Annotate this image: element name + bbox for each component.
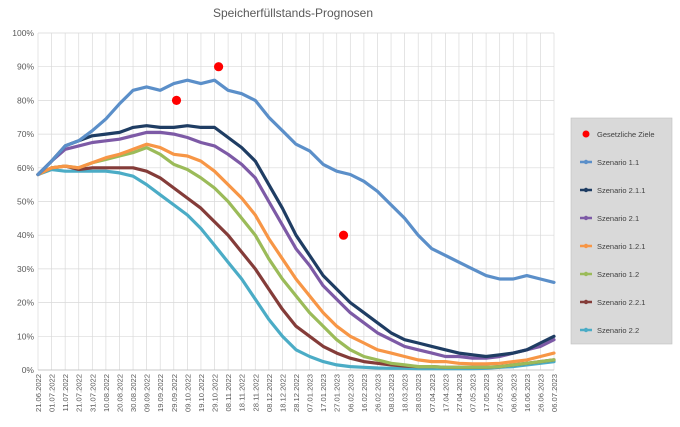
x-tick-label: 19.10.2022 <box>197 374 206 412</box>
legend-marker <box>583 187 589 193</box>
x-tick-label: 09.10.2022 <box>183 374 192 412</box>
x-tick-label: 10.08.2022 <box>102 374 111 412</box>
series-line <box>36 78 556 284</box>
x-tick-label: 20.08.2022 <box>115 374 124 412</box>
x-tick-label: 11.07.2022 <box>61 374 70 411</box>
y-tick-label: 80% <box>17 95 34 105</box>
x-tick-label: 28.11.2022 <box>251 374 260 411</box>
legend-label: Szenario 2.2 <box>597 326 639 335</box>
x-tick-label: 27.05.2023 <box>496 374 505 412</box>
x-tick-label: 06.02.2023 <box>346 374 355 412</box>
x-tick-label: 07.01.2023 <box>306 374 315 412</box>
x-tick-label: 21.06.2022 <box>34 374 43 412</box>
series-lines <box>36 78 556 371</box>
y-tick-label: 0% <box>22 365 35 375</box>
legend-marker <box>583 215 589 221</box>
legend-label: Szenario 1.2 <box>597 270 639 279</box>
legend-marker <box>583 159 589 165</box>
series-line <box>36 142 556 366</box>
x-tick-label: 08.03.2023 <box>387 374 396 412</box>
x-tick-label: 08.12.2022 <box>265 374 274 412</box>
legend-label: Szenario 2.2.1 <box>597 298 645 307</box>
x-tick-label: 07.04.2023 <box>428 374 437 412</box>
x-tick-label: 30.08.2022 <box>129 374 138 412</box>
x-tick-label: 17.01.2023 <box>319 374 328 412</box>
x-tick-label: 26.06.2023 <box>536 374 545 412</box>
legend: Gesetzliche Ziele Szenario 1.1 Szenario 2.… <box>570 117 673 345</box>
legend-marker <box>582 130 590 138</box>
series-line <box>36 124 556 359</box>
x-tick-label: 09.09.2022 <box>143 374 152 412</box>
x-tick-label: 07.05.2023 <box>469 374 478 412</box>
legend-marker <box>583 243 589 249</box>
y-tick-label: 70% <box>17 129 34 139</box>
x-tick-label: 18.03.2023 <box>401 374 410 412</box>
x-tick-labels: 21.06.2022 01.07.2022 11.07.2022 21.07.2022… <box>34 374 559 412</box>
x-tick-label: 31.07.2022 <box>88 374 97 412</box>
y-tick-label: 20% <box>17 298 34 308</box>
legend-box <box>570 117 673 345</box>
x-tick-label: 18.11.2022 <box>238 374 247 411</box>
x-tick-label: 28.12.2022 <box>292 374 301 412</box>
x-tick-label: 27.01.2023 <box>333 374 342 412</box>
legend-label: Gesetzliche Ziele <box>597 130 655 139</box>
legend-marker <box>583 271 589 277</box>
series-line <box>36 146 556 369</box>
legend-label: Szenario 1.2.1 <box>597 242 645 251</box>
legend-marker <box>583 327 589 333</box>
y-tick-label: 40% <box>17 230 34 240</box>
x-tick-label: 01.07.2022 <box>48 374 57 412</box>
y-tick-label: 10% <box>17 331 34 341</box>
legend-label: Szenario 1.1 <box>597 158 639 167</box>
legend-label: Szenario 2.1 <box>597 214 639 223</box>
target-point <box>214 62 224 72</box>
target-points <box>171 62 349 240</box>
x-tick-label: 06.06.2023 <box>509 374 518 412</box>
x-tick-label: 29.09.2022 <box>170 374 179 412</box>
x-tick-label: 19.09.2022 <box>156 374 165 412</box>
target-point <box>171 95 182 105</box>
x-tick-label: 21.07.2022 <box>75 374 84 412</box>
series-line <box>36 130 556 360</box>
x-tick-label: 08.11.2022 <box>224 374 233 411</box>
y-tick-label: 50% <box>17 197 34 207</box>
legend-label: Szenario 2.1.1 <box>597 186 645 195</box>
x-tick-label: 26.02.2023 <box>373 374 382 412</box>
x-tick-label: 17.05.2023 <box>482 374 491 412</box>
y-tick-label: 90% <box>17 62 34 72</box>
y-tick-labels: 0% 10% 20% 30% 40% 50% 60% 70% 80% 90% 100% <box>12 28 34 375</box>
x-tick-label: 16.02.2023 <box>360 374 369 412</box>
legend-marker <box>583 299 589 305</box>
x-tick-label: 27.04.2023 <box>455 374 464 412</box>
x-tick-label: 16.06.2023 <box>523 374 532 412</box>
chart-title: Speicherfüllstands-Prognosen <box>213 6 373 20</box>
x-tick-label: 29.10.2022 <box>211 374 220 412</box>
x-tick-label: 18.12.2022 <box>278 374 287 412</box>
x-tick-label: 17.04.2023 <box>441 374 450 412</box>
y-tick-label: 100% <box>12 28 34 38</box>
x-tick-label: 28.03.2023 <box>414 374 423 412</box>
x-tick-label: 06.07.2023 <box>550 374 559 412</box>
y-tick-label: 30% <box>17 264 34 274</box>
y-tick-label: 60% <box>17 163 34 173</box>
target-point <box>338 230 349 240</box>
